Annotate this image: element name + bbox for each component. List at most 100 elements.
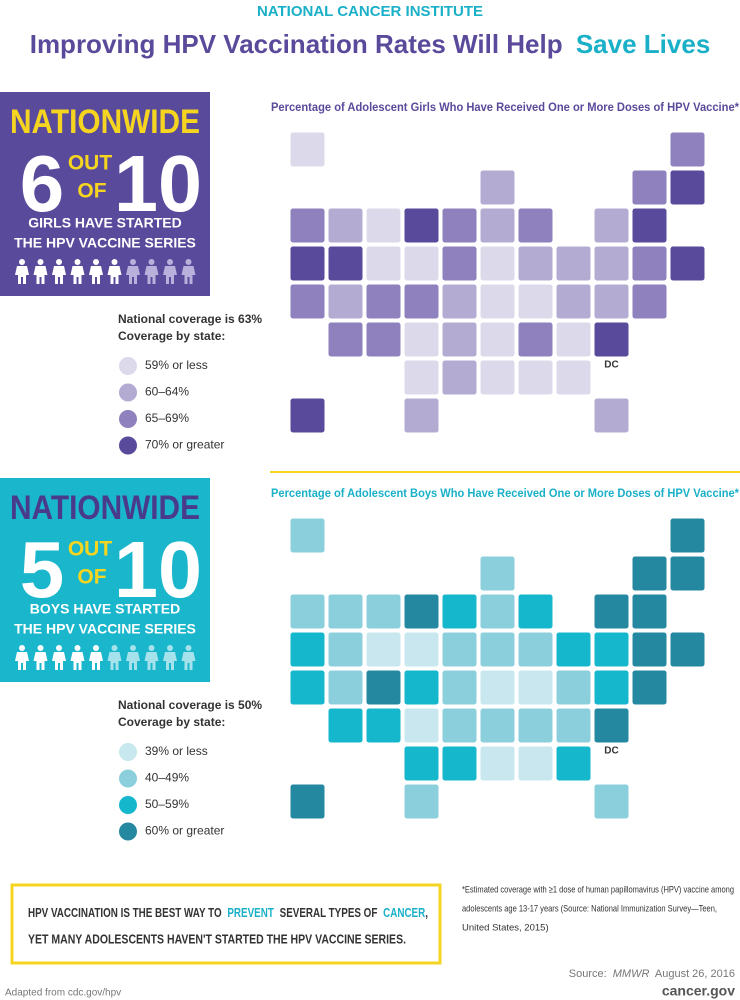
icon-body [107, 266, 122, 284]
state-tile [555, 669, 592, 706]
callout-line: HPV VACCINATION IS THE BEST WAY TO PREVE… [28, 905, 428, 920]
state-tile [289, 631, 326, 668]
state-tile [289, 669, 326, 706]
state-tile [441, 631, 478, 668]
legend-label: 39% or less [145, 744, 208, 758]
state-tile [365, 669, 402, 706]
coverage-note: National coverage is 63% [118, 312, 262, 326]
state-tile [365, 593, 402, 630]
state-tile [517, 631, 554, 668]
state-tile [365, 707, 402, 744]
headline-of: OF [77, 566, 106, 589]
dc-label: DC [604, 746, 618, 757]
state-tile [517, 745, 554, 782]
person-icon [107, 259, 122, 284]
org-name: NATIONAL CANCER INSTITUTE [257, 3, 483, 20]
icon-head [167, 645, 173, 651]
icon-body [126, 652, 140, 670]
icon-head [19, 645, 25, 651]
source-label: Source: [569, 968, 607, 980]
legend-swatch [119, 769, 137, 788]
state-tile [289, 245, 326, 282]
state-tile [289, 283, 326, 320]
footer-left: Adapted from cdc.gov/hpv [5, 988, 121, 999]
icon-body [163, 652, 177, 670]
state-tile [327, 321, 364, 358]
person-icon [181, 645, 196, 670]
headline-of: OF [77, 180, 106, 203]
footnote: *Estimated coverage with ≥1 dose of huma… [462, 885, 734, 896]
legend-label: 59% or less [145, 358, 208, 372]
state-tile [555, 359, 592, 396]
icon-head [148, 259, 155, 265]
state-tile [669, 631, 706, 668]
state-tile [593, 783, 630, 820]
callout-text: SEVERAL TYPES OF [280, 905, 378, 920]
person-icon [144, 645, 159, 670]
state-tile [289, 397, 326, 434]
callout-box [10, 883, 442, 965]
headline-caption: THE HPV VACCINE SERIES [14, 621, 196, 637]
state-tile [327, 707, 364, 744]
state-tile [289, 783, 326, 820]
state-tile [365, 283, 402, 320]
map-title: Percentage of Adolescent Boys Who Have R… [271, 488, 739, 500]
state-tile [555, 745, 592, 782]
state-tile [593, 245, 630, 282]
icon-head [111, 259, 118, 265]
state-tile [365, 245, 402, 282]
callout-highlight: CANCER [383, 905, 426, 920]
headline-banner: NATIONWIDE [10, 489, 200, 527]
icon-head [19, 259, 25, 265]
state-tile [517, 207, 554, 244]
person-icon [15, 259, 29, 284]
state-tile [669, 555, 706, 592]
icon-body [70, 652, 85, 670]
state-tile [403, 631, 440, 668]
state-tile [517, 245, 554, 282]
state-tile [365, 631, 402, 668]
state-tile [403, 321, 440, 358]
legend-swatch [119, 383, 137, 402]
legend-label: 65–69% [145, 411, 189, 425]
legend-title: Coverage by state: [118, 329, 225, 343]
state-tile [289, 131, 326, 168]
icon-head [111, 645, 118, 651]
state-tile [669, 245, 706, 282]
state-tile [479, 669, 516, 706]
state-tile [669, 131, 706, 168]
state-tile [403, 707, 440, 744]
icon-body [89, 266, 103, 284]
state-tile [479, 745, 516, 782]
person-icon [33, 259, 48, 284]
source-publication: MMWR [613, 968, 650, 980]
footnote: United States, 2015) [462, 923, 549, 934]
state-tile [289, 207, 326, 244]
state-tile [631, 207, 668, 244]
callout-text: , [425, 905, 428, 920]
icon-body [144, 652, 159, 670]
headline-caption: THE HPV VACCINE SERIES [14, 235, 196, 251]
icon-body [107, 652, 122, 670]
state-tile [593, 321, 630, 358]
person-icon [144, 259, 159, 284]
state-tile [289, 593, 326, 630]
person-icon [70, 645, 85, 670]
state-tile [593, 397, 630, 434]
state-tile [593, 631, 630, 668]
headline-banner: NATIONWIDE [10, 103, 200, 141]
icon-head [93, 259, 99, 265]
legend-label: 60–64% [145, 385, 189, 399]
person-icon [163, 645, 177, 670]
state-tile [631, 555, 668, 592]
state-tile [593, 707, 630, 744]
icon-body [52, 652, 66, 670]
state-tile [631, 169, 668, 206]
headline-total: 10 [114, 525, 202, 614]
person-icon [126, 645, 140, 670]
state-tile [365, 321, 402, 358]
icon-body [163, 266, 177, 284]
state-tile [403, 669, 440, 706]
headline-total: 10 [114, 139, 202, 228]
state-tile [593, 207, 630, 244]
